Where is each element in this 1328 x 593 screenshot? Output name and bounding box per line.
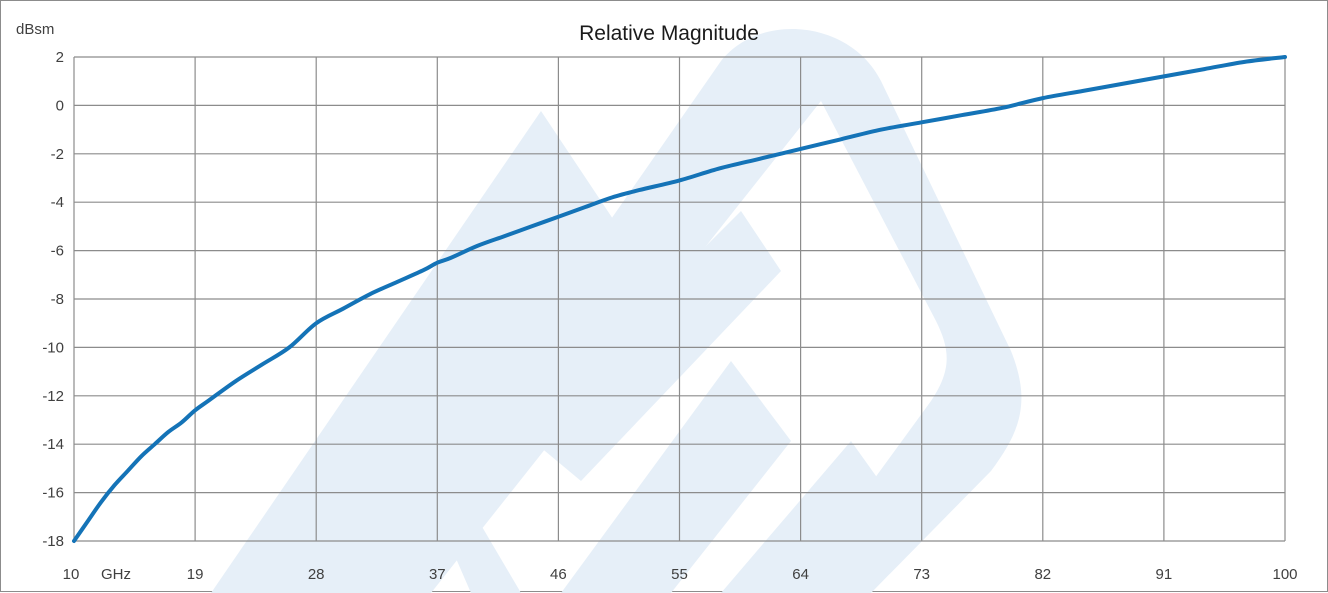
x-axis-unit-label: GHz — [101, 566, 131, 583]
y-tick-label: -6 — [51, 243, 64, 260]
y-tick-label: -10 — [42, 339, 64, 356]
x-tick-label: 91 — [1156, 566, 1173, 583]
x-tick-label: 73 — [913, 566, 930, 583]
y-tick-label: -4 — [51, 194, 64, 211]
watermark-shape — [521, 211, 781, 481]
x-tick-label: 64 — [792, 566, 809, 583]
watermark-shape — [561, 361, 791, 593]
watermark-shape — [351, 29, 1022, 593]
labels: Relative Magnitude dBsm GHz 2 0 -2 -4 -6 -8 -1… — [16, 21, 1298, 583]
watermark-logo — [211, 29, 1022, 593]
y-axis-unit-label: dBsm — [16, 21, 54, 38]
y-tick-label: -16 — [42, 485, 64, 502]
grid — [73, 56, 1286, 542]
x-tick-label: 10 — [63, 566, 80, 583]
x-tick-label: 37 — [429, 566, 446, 583]
watermark-shape — [721, 441, 901, 593]
x-tick-label: 19 — [187, 566, 204, 583]
y-tick-label: 0 — [56, 97, 64, 114]
x-tick-label: 55 — [671, 566, 688, 583]
y-tick-label: 2 — [56, 49, 64, 66]
x-tick-label: 46 — [550, 566, 567, 583]
watermark-shape — [428, 480, 521, 593]
y-tick-label: -2 — [51, 146, 64, 163]
chart-title: Relative Magnitude — [579, 22, 759, 45]
x-tick-label: 82 — [1034, 566, 1051, 583]
y-tick-label: -18 — [42, 533, 64, 550]
series-layer — [72, 55, 1287, 543]
y-tick-label: -14 — [42, 436, 64, 453]
x-tick-label: 100 — [1272, 566, 1297, 583]
series-line — [72, 55, 1287, 543]
y-tick-label: -8 — [51, 291, 64, 308]
x-tick-label: 28 — [308, 566, 325, 583]
y-tick-label: -12 — [42, 388, 64, 405]
